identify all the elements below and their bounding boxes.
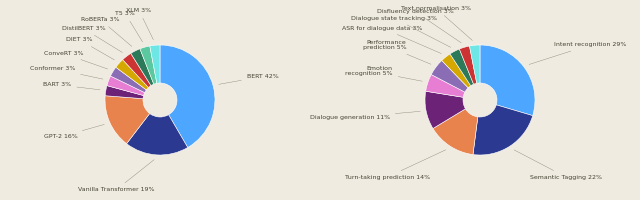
Wedge shape — [105, 86, 143, 99]
Wedge shape — [140, 46, 157, 84]
Wedge shape — [127, 114, 188, 155]
Text: Turn-taking prediction 14%: Turn-taking prediction 14% — [345, 150, 446, 180]
Wedge shape — [480, 45, 535, 116]
Wedge shape — [131, 49, 154, 86]
Text: Dialogue generation 11%: Dialogue generation 11% — [310, 111, 420, 120]
Wedge shape — [150, 45, 160, 83]
Text: Vanilla Transformer 19%: Vanilla Transformer 19% — [78, 160, 154, 192]
Wedge shape — [426, 75, 465, 97]
Text: Conformer 3%: Conformer 3% — [30, 66, 103, 79]
Wedge shape — [450, 49, 474, 86]
Text: BERT 42%: BERT 42% — [219, 74, 278, 84]
Text: ConveRT 3%: ConveRT 3% — [44, 51, 108, 69]
Wedge shape — [470, 45, 480, 83]
Text: Emotion
recognition 5%: Emotion recognition 5% — [345, 66, 422, 81]
Wedge shape — [473, 105, 532, 155]
Wedge shape — [460, 46, 477, 84]
Wedge shape — [116, 60, 148, 90]
Wedge shape — [107, 76, 145, 96]
Text: GPT-2 16%: GPT-2 16% — [44, 124, 104, 139]
Wedge shape — [431, 60, 468, 92]
Text: BART 3%: BART 3% — [43, 82, 100, 90]
Wedge shape — [105, 96, 150, 144]
Text: DIET 3%: DIET 3% — [67, 37, 115, 60]
Wedge shape — [425, 91, 465, 129]
Text: RoBERTa 3%: RoBERTa 3% — [81, 17, 132, 46]
Text: ASR for dialogue data 3%: ASR for dialogue data 3% — [342, 26, 442, 54]
Wedge shape — [111, 67, 147, 93]
Text: DistilBERT 3%: DistilBERT 3% — [61, 26, 122, 52]
Wedge shape — [123, 53, 151, 88]
Text: Text normalisation 3%: Text normalisation 3% — [401, 6, 472, 40]
Wedge shape — [442, 54, 471, 88]
Text: T5 3%: T5 3% — [115, 11, 143, 42]
Text: XLM 3%: XLM 3% — [127, 8, 154, 40]
Text: Performance
prediction 5%: Performance prediction 5% — [363, 40, 431, 64]
Text: Disfluency detection 3%: Disfluency detection 3% — [377, 9, 461, 43]
Text: Intent recognition 29%: Intent recognition 29% — [529, 42, 626, 64]
Text: Dialogue state tracking 3%: Dialogue state tracking 3% — [351, 16, 451, 47]
Wedge shape — [433, 109, 478, 155]
Text: Semantic Tagging 22%: Semantic Tagging 22% — [514, 150, 602, 180]
Wedge shape — [160, 45, 215, 147]
